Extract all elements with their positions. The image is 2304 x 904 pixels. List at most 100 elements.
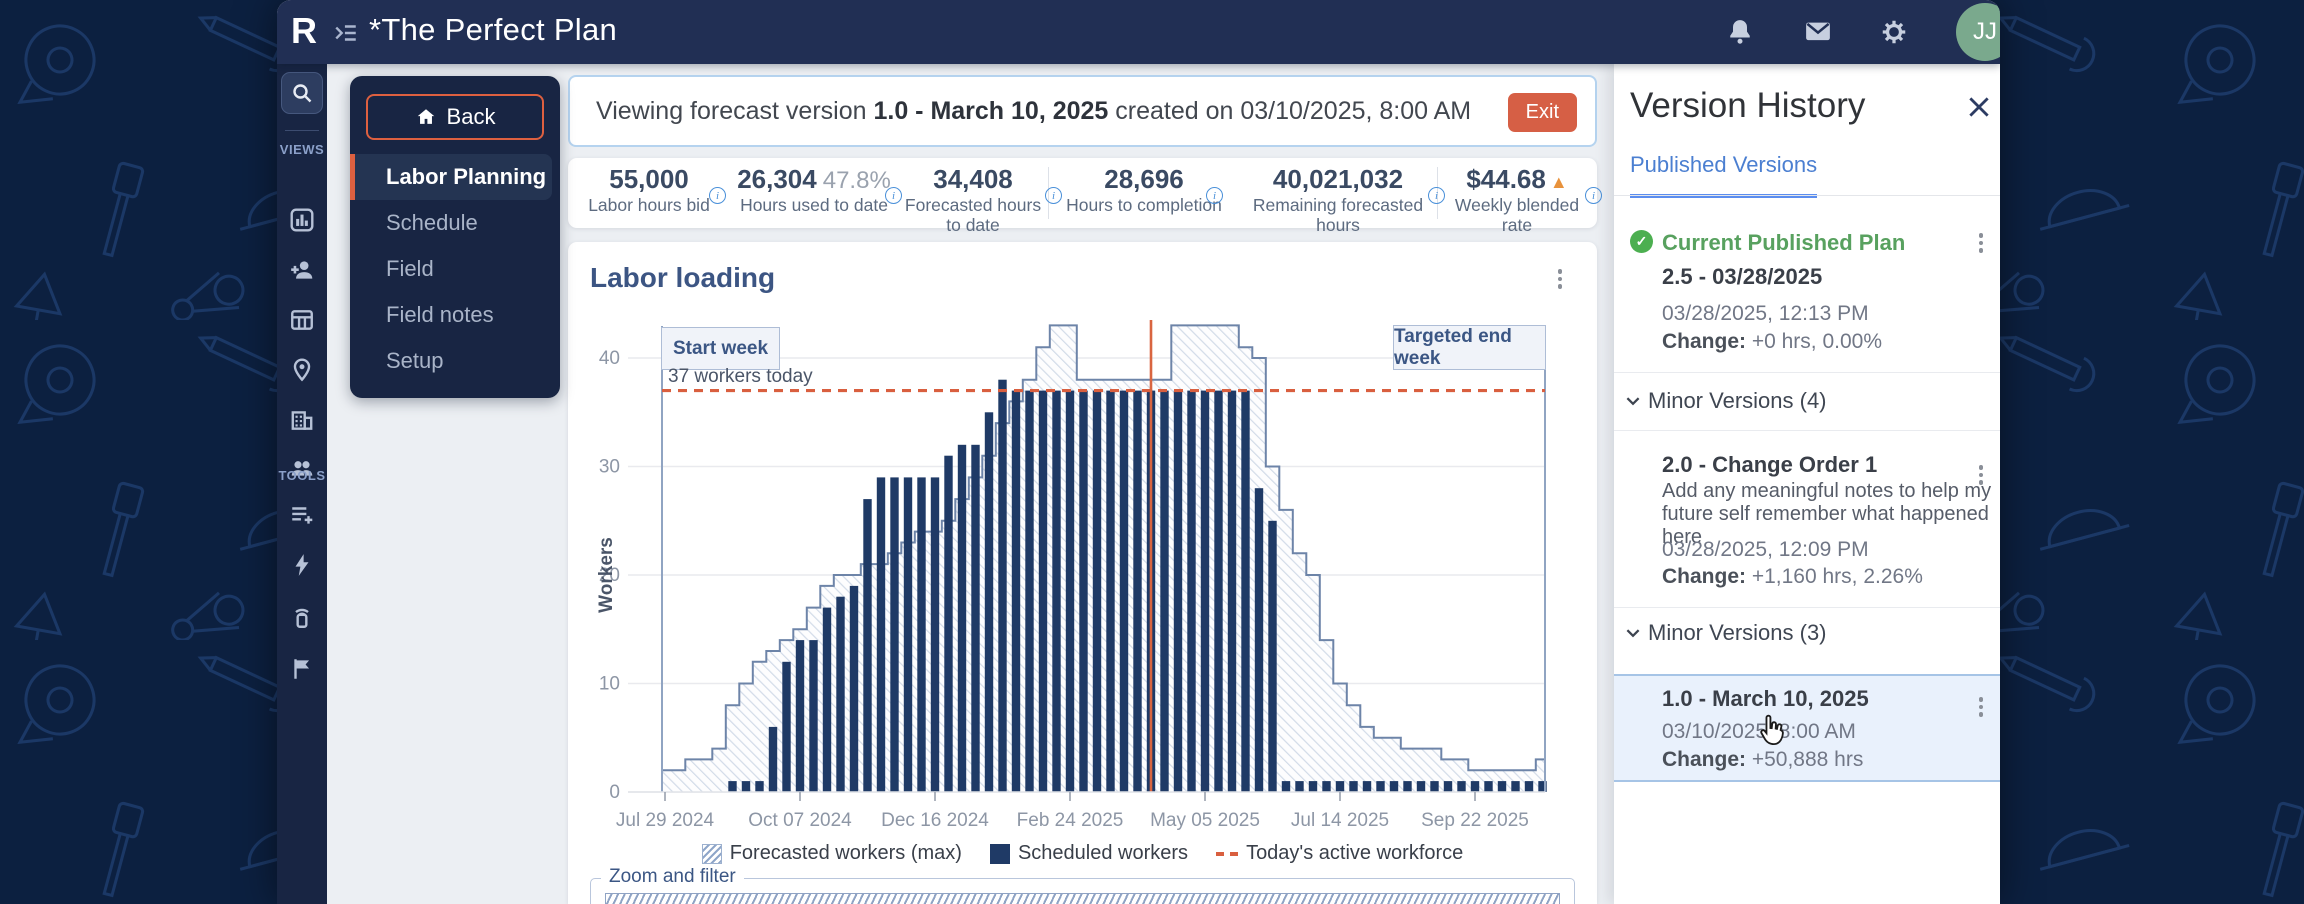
version-title[interactable]: 2.0 - Change Order 1 — [1662, 452, 1878, 477]
nav-item-field[interactable]: Field — [386, 256, 434, 281]
version-menu-kebab-icon[interactable] — [1972, 694, 1990, 720]
page-title: *The Perfect Plan — [369, 12, 618, 47]
check-circle-icon: ✓ — [1630, 230, 1653, 253]
app-window: R *The Perfect Plan JJ VIEWS — [277, 0, 2000, 904]
version-title[interactable]: 1.0 - March 10, 2025 — [1662, 686, 1869, 711]
user-avatar[interactable]: JJ — [1956, 3, 2000, 61]
svg-text:Feb 24 2025: Feb 24 2025 — [1017, 810, 1124, 831]
version-timestamp: 03/10/2025, 8:00 AM — [1662, 720, 1856, 743]
zoom-and-filter-label: Zoom and filter — [601, 866, 744, 888]
chevron-down-icon[interactable] — [1624, 392, 1642, 410]
nav-item-labor-planning[interactable]: Labor Planning — [350, 154, 552, 200]
exit-button[interactable]: Exit — [1507, 93, 1577, 132]
svg-text:30: 30 — [599, 457, 620, 478]
playlist-add-tool-icon[interactable] — [289, 502, 315, 528]
close-icon[interactable] — [1966, 94, 1992, 120]
tab-published-versions[interactable]: Published Versions — [1630, 152, 1818, 198]
mouse-cursor-hand — [1754, 712, 1788, 746]
nav-item-schedule[interactable]: Schedule — [386, 210, 478, 235]
svg-text:Dec 16 2024: Dec 16 2024 — [881, 810, 989, 831]
version-menu-kebab-icon[interactable] — [1972, 230, 1990, 256]
chart-legend: Forecasted workers (max) Scheduled worke… — [568, 842, 1597, 865]
chart-menu-kebab-icon[interactable] — [1550, 266, 1570, 292]
version-change: Change: +50,888 hrs — [1662, 748, 1864, 771]
targeted-end-week-annotation: Targeted end week — [1393, 325, 1546, 370]
version-change: Change: +1,160 hrs, 2.26% — [1662, 565, 1923, 588]
info-icon[interactable]: i — [1206, 187, 1223, 204]
forecast-version-text: Viewing forecast version 1.0 - March 10,… — [596, 97, 1472, 125]
settings-gear-icon[interactable] — [1879, 17, 1909, 47]
people-view-icon[interactable] — [289, 455, 315, 481]
minor-versions-group[interactable]: Minor Versions (4) — [1648, 388, 1827, 413]
info-icon[interactable]: i — [1045, 187, 1062, 204]
stat-forecasted-hours: 34,408 Forecasted hours to date i — [898, 161, 1062, 234]
stat-hours-used: 26,304 47.8% Hours used to date i — [730, 161, 902, 225]
back-button-label: Back — [446, 104, 496, 129]
zoom-range-selector[interactable] — [605, 893, 1560, 904]
company-building-view-icon[interactable] — [289, 407, 315, 433]
version-change: Change: +0 hrs, 0.00% — [1662, 330, 1883, 353]
current-published-badge: Current Published Plan — [1662, 230, 1906, 255]
stats-bar: 55,000 Labor hours bid i 26,304 47.8% Hou… — [568, 158, 1602, 234]
version-timestamp: 03/28/2025, 12:09 PM — [1662, 538, 1869, 561]
forecast-version-banner: Viewing forecast version 1.0 - March 10,… — [568, 75, 1597, 147]
messages-mail-icon[interactable] — [1803, 17, 1833, 47]
version-title[interactable]: 2.5 - 03/28/2025 — [1662, 264, 1823, 289]
divider — [1614, 430, 2000, 431]
trend-up-icon: ▲ — [1549, 172, 1568, 192]
svg-text:0: 0 — [609, 782, 620, 803]
labor-loading-card: Labor loading 0 10 20 30 40 Workers Jul 29 202… — [568, 242, 1597, 904]
version-history-panel: Version History Published Versions ✓ Cur… — [1614, 64, 2000, 904]
chevron-down-icon[interactable] — [1624, 624, 1642, 642]
svg-text:Workers: Workers — [596, 537, 617, 613]
divider — [1614, 607, 2000, 608]
labor-loading-chart[interactable]: 0 10 20 30 40 Workers Jul 29 2024 Oct 07 2024 De… — [568, 302, 1597, 850]
dashed-swatch-icon — [1216, 851, 1239, 856]
nav-item-setup[interactable]: Setup — [386, 348, 444, 373]
notifications-bell-icon[interactable] — [1725, 17, 1755, 47]
zoom-and-filter-section: Zoom and filter — [590, 866, 1575, 904]
hatched-swatch-icon — [701, 843, 722, 864]
start-week-annotation: Start week — [661, 327, 780, 370]
svg-text:Oct 07 2024: Oct 07 2024 — [748, 810, 852, 831]
today-workforce-label: 37 workers today — [668, 366, 813, 387]
top-bar: R *The Perfect Plan JJ — [277, 0, 2000, 64]
minor-versions-group[interactable]: Minor Versions (3) — [1648, 620, 1827, 645]
stat-labor-hours-bid: 55,000 Labor hours bid i — [568, 161, 730, 225]
legend-scheduled: Scheduled workers — [989, 842, 1188, 865]
stat-weekly-blended-rate: $44.68 ▲ Weekly blended rate i — [1438, 161, 1602, 234]
version-timestamp: 03/28/2025, 12:13 PM — [1662, 302, 1869, 325]
chart-view-icon[interactable] — [289, 207, 315, 233]
flag-tool-icon[interactable] — [289, 656, 315, 682]
version-item-selected[interactable] — [1614, 674, 2000, 782]
svg-text:10: 10 — [599, 674, 620, 695]
views-section-label: VIEWS — [279, 142, 325, 157]
map-pin-view-icon[interactable] — [289, 357, 315, 383]
device-signal-tool-icon[interactable] — [289, 604, 315, 630]
version-menu-kebab-icon[interactable] — [1972, 462, 1990, 488]
collapse-sidebar-icon[interactable] — [333, 20, 359, 46]
stat-hours-to-completion: 28,696 Hours to completion i — [1066, 164, 1223, 215]
version-note: Add any meaningful notes to help my futur… — [1662, 480, 1992, 548]
chart-title: Labor loading — [590, 262, 776, 293]
tab-underline — [1614, 195, 2000, 196]
info-icon[interactable]: i — [885, 187, 902, 204]
left-icon-rail: VIEWS TOOLS — [277, 64, 327, 904]
back-button[interactable]: Back — [366, 94, 544, 140]
legend-forecasted: Forecasted workers (max) — [701, 842, 962, 865]
info-icon[interactable]: i — [709, 187, 726, 204]
info-icon[interactable]: i — [1585, 187, 1602, 204]
home-icon — [417, 109, 434, 124]
add-person-view-icon[interactable] — [289, 257, 315, 283]
table-view-icon[interactable] — [289, 307, 315, 333]
svg-text:Jul 29 2024: Jul 29 2024 — [616, 810, 715, 831]
lightning-tool-icon[interactable] — [289, 552, 315, 578]
svg-text:20: 20 — [599, 565, 620, 586]
search-button[interactable] — [281, 72, 323, 114]
nav-item-field-notes[interactable]: Field notes — [386, 302, 494, 327]
bar-swatch-icon — [989, 843, 1010, 864]
svg-text:Jul 14 2025: Jul 14 2025 — [1291, 810, 1389, 831]
info-icon[interactable]: i — [1428, 187, 1445, 204]
panel-title: Version History — [1630, 86, 1866, 125]
